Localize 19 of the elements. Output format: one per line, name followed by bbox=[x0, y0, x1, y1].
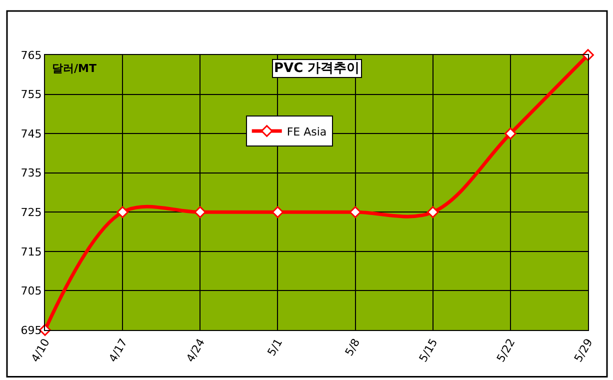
y-tick-label: 695 bbox=[20, 324, 42, 337]
y-tick-label: 725 bbox=[20, 206, 42, 219]
point bbox=[504, 128, 516, 140]
text: PVC 가격추이 bbox=[274, 61, 360, 76]
point bbox=[194, 206, 206, 218]
point bbox=[116, 206, 129, 218]
point bbox=[272, 206, 284, 218]
y-tick-label: 735 bbox=[20, 166, 42, 180]
point bbox=[349, 206, 362, 218]
y-tick-label: 705 bbox=[20, 284, 42, 298]
y-tick-label: 755 bbox=[20, 88, 42, 102]
y-axis-title: 달러/MT bbox=[52, 62, 97, 75]
y-tick-label: 745 bbox=[20, 127, 42, 140]
point bbox=[426, 206, 439, 218]
legend-label: FE Asia bbox=[286, 125, 327, 138]
y-tick-label: 715 bbox=[20, 245, 42, 258]
x-tick-label: 5/1 bbox=[264, 336, 286, 358]
x-tick-label: 5/8 bbox=[342, 336, 363, 358]
y-tick-label: 765 bbox=[20, 48, 42, 62]
